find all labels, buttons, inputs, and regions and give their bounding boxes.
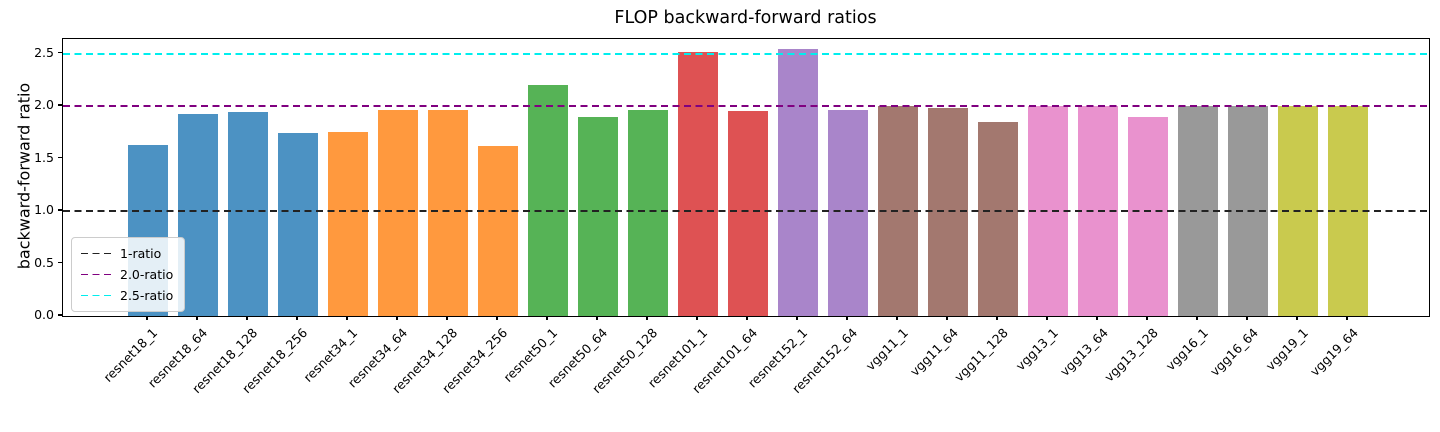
- legend-row-2.0-ratio: 2.0-ratio: [81, 264, 173, 285]
- x-tick-mark-vgg13_128: [1146, 316, 1148, 321]
- y-tick-label-2.0: 2.0: [34, 97, 54, 112]
- bar-vgg11_128: [978, 121, 1018, 316]
- refline-2.5-ratio: [63, 52, 1429, 55]
- x-tick-mark-vgg19_1: [1296, 316, 1298, 321]
- legend-label: 1-ratio: [120, 246, 162, 261]
- x-tick-mark-resnet18_1: [146, 316, 148, 321]
- y-tick-label-1.5: 1.5: [34, 149, 54, 165]
- bar-resnet50_64: [578, 116, 618, 316]
- x-tick-mark-resnet34_256: [496, 316, 498, 321]
- x-tick-mark-resnet34_1: [346, 316, 348, 321]
- bar-resnet18_128: [228, 112, 268, 316]
- bar-resnet34_1: [328, 132, 368, 316]
- x-tick-label-text: vgg16_64: [1206, 325, 1261, 379]
- y-tick-label-0.5: 0.5: [34, 254, 54, 270]
- x-tick-mark-resnet34_128: [446, 316, 448, 321]
- x-tick-label-text: vgg13_1: [1012, 325, 1061, 374]
- x-tick-mark-resnet50_1: [546, 316, 548, 321]
- bar-vgg13_128: [1128, 116, 1168, 316]
- x-tick-mark-resnet18_64: [196, 316, 198, 321]
- y-tick-label-2.5: 2.5: [34, 44, 54, 60]
- y-tick-mark-0.0: [58, 314, 62, 316]
- y-tick-mark-1.0: [58, 209, 62, 211]
- x-tick-mark-resnet34_64: [396, 316, 398, 321]
- bar-resnet50_128: [628, 110, 668, 316]
- x-tick-mark-vgg11_128: [996, 316, 998, 321]
- bar-resnet18_256: [278, 133, 318, 316]
- refline-1-ratio: [63, 210, 1429, 212]
- y-tick-mark-2.5: [58, 51, 62, 54]
- x-tick-mark-resnet50_128: [646, 316, 648, 321]
- legend-label: 2.5-ratio: [120, 288, 174, 303]
- legend-label: 2.0-ratio: [120, 267, 174, 282]
- bar-vgg11_64: [928, 108, 968, 316]
- bar-resnet34_64: [378, 110, 418, 316]
- x-tick-mark-vgg13_1: [1046, 316, 1048, 321]
- x-tick-mark-vgg19_64: [1346, 316, 1348, 321]
- chart-title: FLOP backward-forward ratios: [614, 8, 877, 28]
- x-tick-mark-resnet152_64: [846, 316, 848, 321]
- x-tick-mark-resnet101_1: [696, 316, 698, 321]
- bar-resnet101_64: [728, 111, 768, 316]
- x-tick-mark-resnet152_1: [796, 316, 798, 321]
- x-tick-mark-vgg11_64: [946, 316, 948, 321]
- bar-resnet34_256: [478, 145, 518, 316]
- bar-resnet152_1: [778, 49, 818, 316]
- x-tick-label-text: vgg16_1: [1162, 325, 1211, 374]
- y-tick-label-1.0: 1.0: [34, 202, 54, 217]
- x-tick-mark-resnet18_256: [296, 316, 298, 321]
- legend-row-1-ratio: 1-ratio: [81, 243, 173, 264]
- bar-resnet34_128: [428, 110, 468, 316]
- legend-dash-sample: [81, 252, 111, 255]
- bar-resnet101_1: [678, 52, 718, 316]
- legend: 1-ratio 2.0-ratio 2.5-ratio: [71, 237, 186, 312]
- x-tick-mark-vgg16_64: [1246, 316, 1248, 321]
- x-tick-mark-resnet18_128: [246, 316, 248, 321]
- refline-2.0-ratio: [63, 105, 1429, 107]
- bar-resnet50_1: [528, 85, 568, 316]
- x-tick-mark-vgg13_64: [1096, 316, 1098, 321]
- legend-dash-sample: [81, 273, 111, 276]
- y-tick-label-0.0: 0.0: [34, 307, 54, 322]
- y-tick-mark-0.5: [58, 261, 62, 264]
- legend-row-2.5-ratio: 2.5-ratio: [81, 285, 173, 306]
- x-tick-mark-resnet50_64: [596, 316, 598, 321]
- x-tick-mark-resnet101_64: [746, 316, 748, 321]
- x-tick-mark-vgg11_1: [896, 316, 898, 321]
- y-tick-mark-2.0: [58, 104, 62, 106]
- x-tick-label-text: vgg19_1: [1262, 325, 1311, 374]
- x-tick-mark-vgg16_1: [1196, 316, 1198, 321]
- legend-dash-sample: [81, 294, 111, 297]
- y-tick-mark-1.5: [58, 156, 62, 159]
- x-tick-label-text: vgg19_64: [1306, 325, 1361, 379]
- plot-area: 1-ratio 2.0-ratio 2.5-ratio: [62, 38, 1430, 317]
- bar-resnet152_64: [828, 110, 868, 316]
- x-tick-label-text: vgg11_1: [862, 325, 911, 374]
